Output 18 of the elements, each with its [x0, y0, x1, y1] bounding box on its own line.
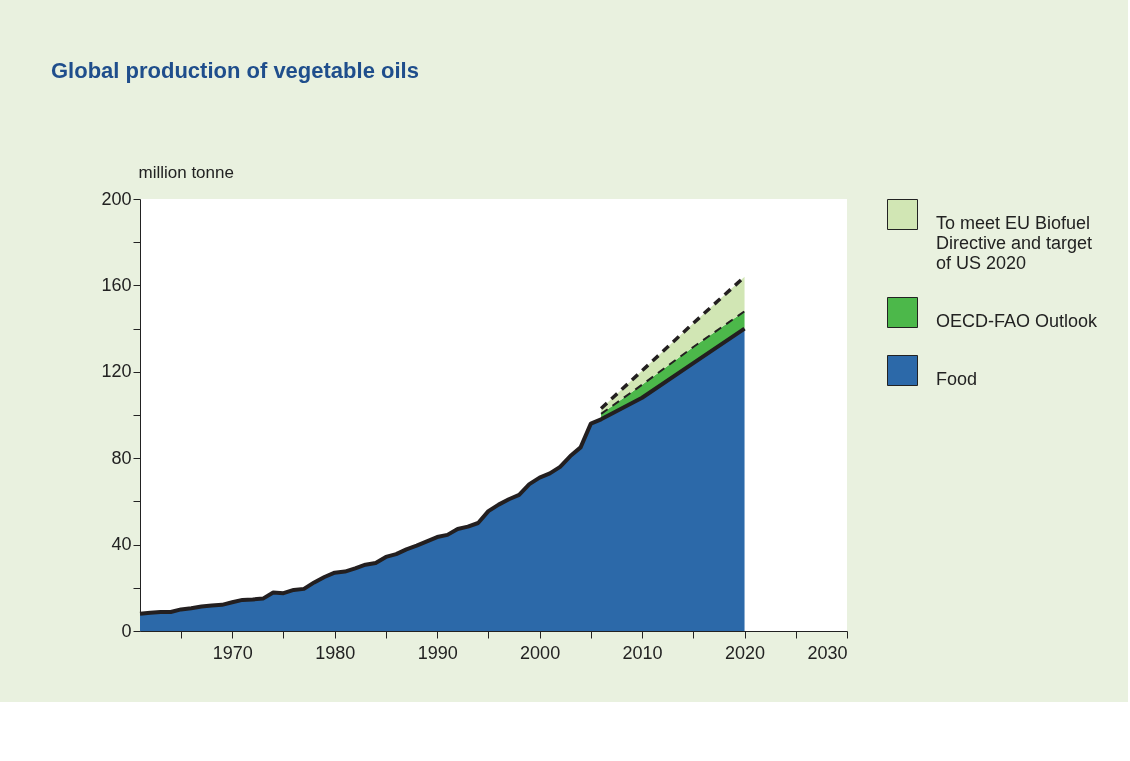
y-tick-label: 160 — [101, 274, 132, 295]
y-tick-label: 80 — [111, 447, 132, 468]
chart-title: Global production of vegetable oils — [50, 58, 419, 83]
x-tick-label: 2020 — [725, 642, 766, 663]
x-tick-label: 1980 — [315, 642, 356, 663]
y-tick-label: 40 — [111, 534, 132, 555]
x-tick-label: 2010 — [622, 642, 663, 663]
y-tick-label: 200 — [101, 188, 132, 209]
legend-label: Food — [936, 368, 978, 389]
legend-label: OECD-FAO Outlook — [936, 310, 1099, 331]
y-axis-title: million tonne — [138, 162, 234, 182]
x-tick-label: 1970 — [212, 642, 253, 663]
legend-label: To meet EU Biofuel Directive and target of US 2020 — [936, 212, 1093, 273]
y-tick-label: 120 — [101, 361, 132, 382]
x-tick-label: 1990 — [417, 642, 458, 663]
x-tick-label: 2000 — [520, 642, 561, 663]
y-tick-label: 0 — [121, 620, 132, 641]
x-tick-label: 2030 — [807, 642, 848, 663]
